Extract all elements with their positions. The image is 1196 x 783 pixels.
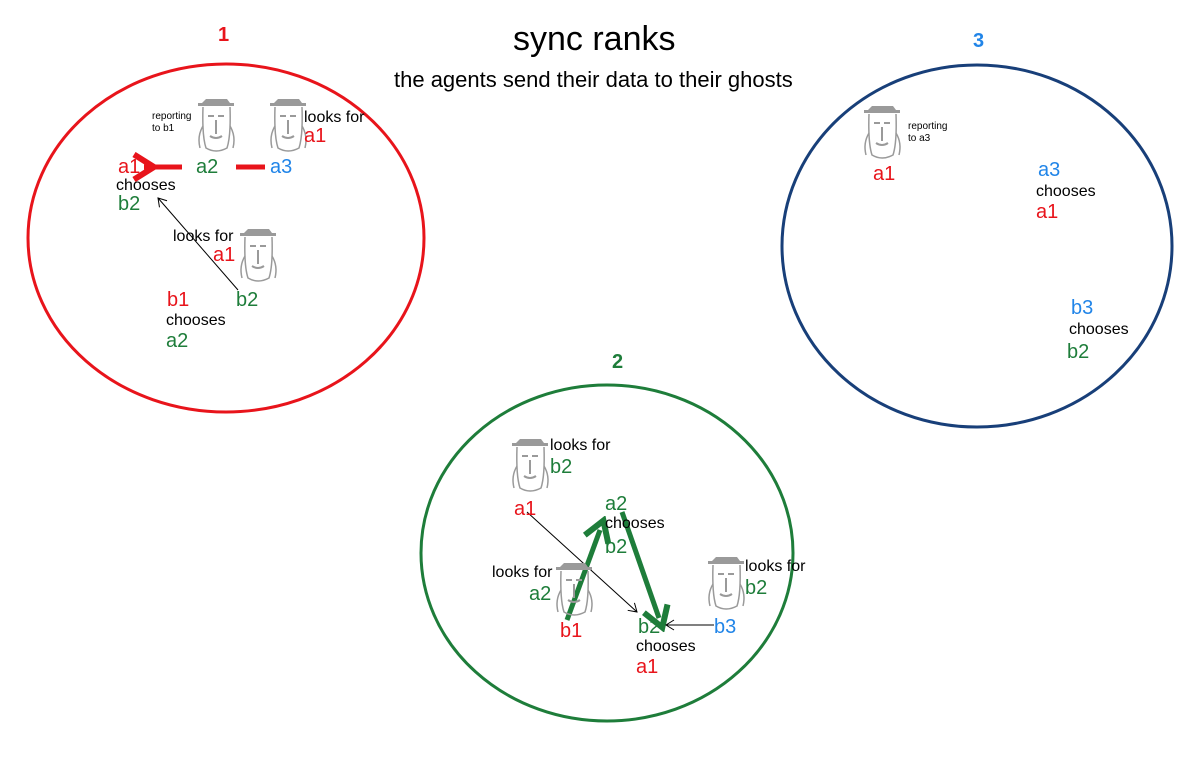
rank2-a2: a2: [605, 493, 628, 515]
rank3-label: 3: [973, 30, 985, 52]
rank1-b2-looks-for: looks for: [173, 228, 234, 245]
rank1-a1: a1: [118, 156, 141, 178]
rank2-a2-chooses: chooses: [605, 515, 665, 532]
rank1-a3-target: a1: [304, 125, 327, 147]
rank1-b2: b2: [236, 289, 259, 311]
rank3-a1: a1: [873, 163, 896, 185]
diagram-subtitle: the agents send their data to their ghos…: [394, 67, 793, 92]
rank1-a3: a3: [270, 156, 293, 178]
rank2-b2-chooses: chooses: [636, 638, 696, 655]
rank3-b3-choice: b2: [1067, 341, 1090, 363]
rank1-label: 1: [218, 24, 230, 46]
rank1-b2-target: a1: [213, 244, 236, 266]
rank2-b3-looks-for: looks for: [745, 558, 806, 575]
rank2-label: 2: [612, 351, 624, 373]
rank2-a1-ghost-icon: [511, 438, 549, 492]
rank3-circle: [780, 63, 1174, 429]
rank2-b1-to-a2-arrow: [564, 530, 600, 621]
rank1-b2-to-a1-arrow: [157, 197, 239, 291]
rank1-a1-chooses: chooses: [116, 177, 176, 194]
rank3-b3: b3: [1071, 297, 1094, 319]
rank1-b1-chooses: chooses: [166, 312, 226, 329]
rank3-a3-choice: a1: [1036, 201, 1059, 223]
rank1-ghost-note: reporting to b1: [152, 111, 192, 134]
rank2-b1: b1: [560, 620, 583, 642]
rank2-a1-to-b2-arrow: [526, 511, 638, 613]
rank2-a2-to-b2-arrow: [619, 511, 659, 618]
rank1-b2-ghost-icon: [239, 228, 277, 282]
rank1-circle: [26, 62, 426, 414]
rank2-a2-choice: b2: [605, 536, 628, 558]
rank2-a1-looks-for: looks for: [550, 437, 611, 454]
diagram-title: sync ranks: [513, 20, 676, 58]
rank1-a2: a2: [196, 156, 219, 178]
rank1-b1: b1: [167, 289, 190, 311]
rank2-b2: b2: [638, 616, 661, 638]
rank2-a1-target: b2: [550, 456, 573, 478]
rank2-b1-target: a2: [529, 583, 552, 605]
rank3-ghost-note: reporting to a3: [908, 121, 948, 144]
rank1-a2-ghost-icon: [197, 98, 235, 152]
rank1-a3-ghost-icon: [269, 98, 307, 152]
rank3-a3-chooses: chooses: [1036, 183, 1096, 200]
rank2-b3-ghost-icon: [707, 556, 745, 610]
rank2-b3-target: b2: [745, 577, 768, 599]
rank2-b3: b3: [714, 616, 737, 638]
rank3-a3: a3: [1038, 159, 1061, 181]
rank3-a1-ghost-icon: [863, 105, 901, 159]
rank2-circle: [419, 383, 795, 723]
rank1-a1-choice: b2: [118, 193, 141, 215]
rank3-b3-chooses: chooses: [1069, 321, 1129, 338]
rank2-b2-choice: a1: [636, 656, 659, 678]
rank2-b1-looks-for: looks for: [492, 564, 553, 581]
rank1-b1-choice: a2: [166, 330, 189, 352]
rank1-a3-looks-for: looks for: [304, 109, 365, 126]
rank2-a1: a1: [514, 498, 537, 520]
